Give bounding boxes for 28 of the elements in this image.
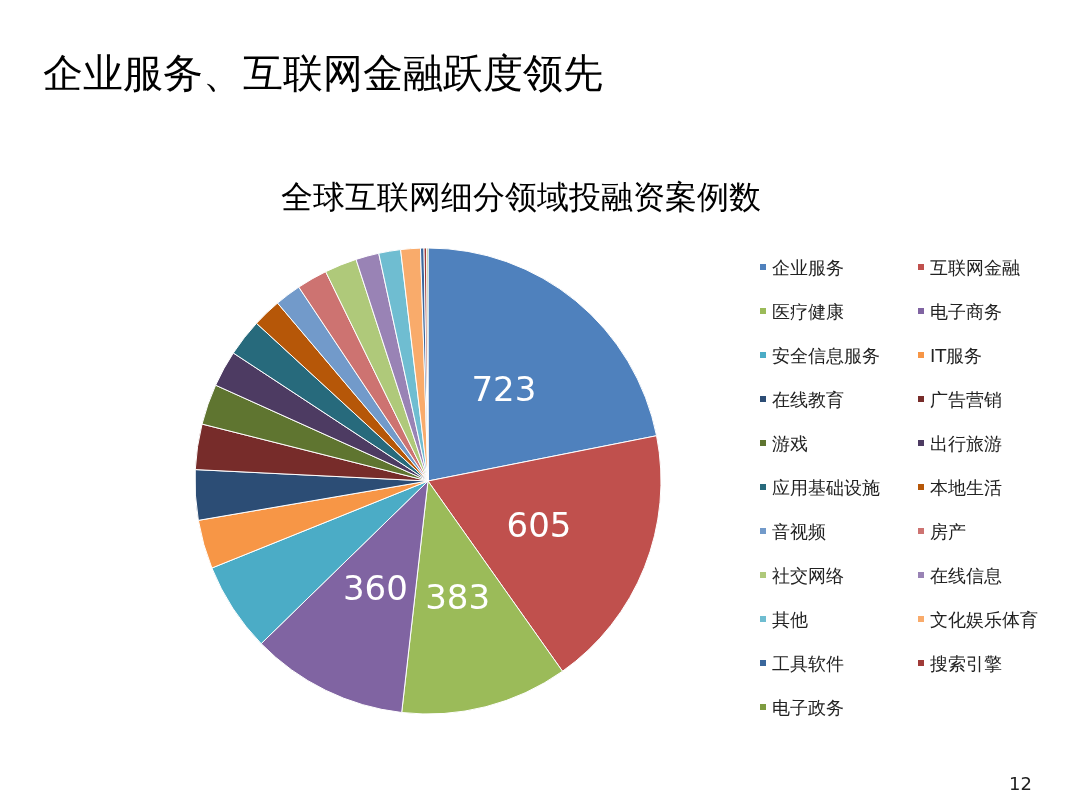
legend-label: 电子政务 <box>772 696 844 718</box>
legend-label: 其他 <box>772 608 808 630</box>
legend-label: 本地生活 <box>930 476 1002 498</box>
legend-label: 广告营销 <box>930 388 1002 410</box>
legend-label: 出行旅游 <box>930 432 1002 454</box>
data-label: 723 <box>471 368 537 409</box>
legend-label: 音视频 <box>772 520 826 542</box>
chart-title: 企业服务、互联网金融跃度领先 <box>43 50 603 96</box>
legend-label: 在线教育 <box>772 388 844 410</box>
legend-label: 搜索引擎 <box>930 652 1002 674</box>
text: 12 <box>1009 772 1032 794</box>
legend-label: 安全信息服务 <box>772 344 880 366</box>
legend-label: 应用基础设施 <box>772 476 880 498</box>
legend-label: 互联网金融 <box>930 256 1020 278</box>
legend-label: 工具软件 <box>772 652 844 674</box>
legend-label: 企业服务 <box>772 256 844 278</box>
legend-label: 在线信息 <box>930 564 1002 586</box>
data-label: 360 <box>342 568 408 609</box>
data-label: 605 <box>506 505 572 546</box>
data-label: 383 <box>425 576 491 617</box>
legend-label: 医疗健康 <box>772 300 844 322</box>
legend-label: 文化娱乐体育 <box>930 608 1038 630</box>
legend-label: 游戏 <box>772 432 808 454</box>
legend-label: 房产 <box>930 520 966 542</box>
legend-label: 电子商务 <box>930 300 1002 322</box>
legend-label: IT服务 <box>930 344 983 366</box>
legend-label: 社交网络 <box>772 564 844 586</box>
chart-subtitle: 全球互联网细分领域投融资案例数 <box>281 178 761 216</box>
